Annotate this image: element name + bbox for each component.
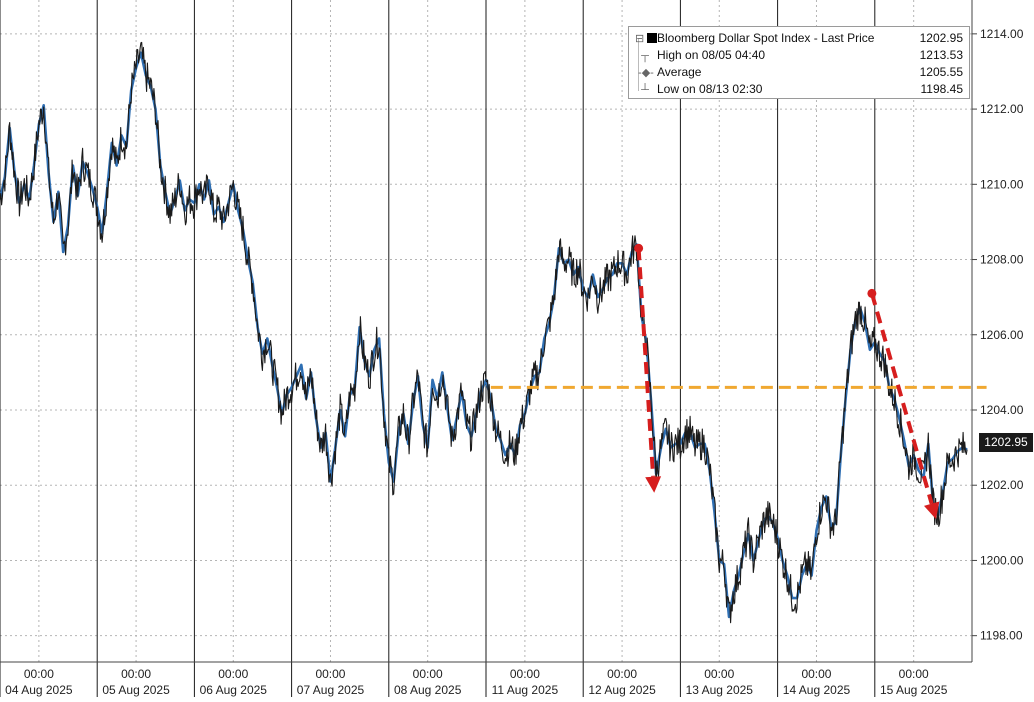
- legend-value: 1198.45: [920, 82, 964, 96]
- y-tick-label: 1210.00: [980, 177, 1024, 191]
- y-tick-label: 1200.00: [980, 553, 1024, 567]
- x-tick-time: 00:00: [121, 667, 151, 681]
- x-tick-date: 08 Aug 2025: [394, 683, 462, 697]
- arrow-head: [645, 476, 662, 493]
- x-tick-time: 00:00: [315, 667, 345, 681]
- arrow-start-dot: [634, 243, 644, 253]
- legend-rail: [638, 39, 639, 91]
- y-tick-label: 1206.00: [980, 328, 1024, 342]
- x-tick-time: 00:00: [607, 667, 637, 681]
- legend-entry-low: ┴ Low on 08/13 02:30 1198.45: [635, 81, 963, 98]
- high-marker-icon: ┬: [635, 50, 649, 62]
- legend-label: Average: [657, 65, 702, 79]
- x-tick-date: 06 Aug 2025: [200, 683, 268, 697]
- legend-entry-high: ┬ High on 08/05 04:40 1213.53: [635, 47, 963, 64]
- grid-layer: [0, 0, 972, 697]
- x-tick-date: 04 Aug 2025: [5, 683, 73, 697]
- legend-value: 1202.95: [919, 31, 963, 45]
- y-tick-label: 1198.00: [980, 629, 1023, 643]
- x-tick-date: 07 Aug 2025: [297, 683, 365, 697]
- arrow-shaft: [869, 292, 934, 505]
- x-tick-date: 13 Aug 2025: [686, 683, 754, 697]
- x-tick-time: 00:00: [510, 667, 540, 681]
- low-marker-icon: ┴: [635, 84, 649, 96]
- legend-entry-last-price: ⊟ Bloomberg Dollar Spot Index - Last Pri…: [635, 30, 963, 47]
- x-tick-date: 11 Aug 2025: [492, 683, 559, 697]
- x-tick-time: 00:00: [801, 667, 831, 681]
- price-line: [0, 41, 968, 624]
- x-tick-time: 00:00: [899, 667, 929, 681]
- y-tick-label: 1212.00: [980, 102, 1024, 116]
- y-tick-label: 1202.00: [980, 478, 1024, 492]
- legend-square-icon: ⊟: [635, 31, 658, 48]
- legend-entry-average: -◆- Average 1205.55: [635, 64, 963, 81]
- x-tick-date: 14 Aug 2025: [783, 683, 851, 697]
- y-tick-label: 1204.00: [980, 403, 1024, 417]
- x-tick-time: 00:00: [218, 667, 248, 681]
- legend-label: High on 08/05 04:40: [657, 48, 766, 62]
- x-tick-date: 05 Aug 2025: [102, 683, 170, 697]
- y-tick-label: 1214.00: [980, 27, 1024, 41]
- x-tick-time: 00:00: [413, 667, 443, 681]
- arrow-shaft: [636, 248, 656, 477]
- x-tick-date: 12 Aug 2025: [588, 683, 656, 697]
- legend-value: 1205.55: [919, 65, 963, 79]
- x-tick-time: 00:00: [704, 667, 734, 681]
- arrow-head: [924, 501, 940, 520]
- last-price-label: 1202.95: [979, 433, 1033, 452]
- series-layer: [0, 41, 968, 624]
- legend-value: 1213.53: [919, 48, 963, 62]
- arrow-start-dot: [867, 288, 877, 298]
- x-tick-date: 15 Aug 2025: [880, 683, 948, 697]
- x-tick-time: 00:00: [24, 667, 54, 681]
- legend-label: Bloomberg Dollar Spot Index - Last Price: [657, 31, 875, 45]
- legend-label: Low on 08/13 02:30: [657, 82, 763, 96]
- annotation-layer: [490, 243, 987, 520]
- legend-box: ⊟ Bloomberg Dollar Spot Index - Last Pri…: [628, 26, 970, 99]
- average-marker-icon: -◆-: [635, 67, 654, 79]
- y-tick-label: 1208.00: [980, 253, 1024, 267]
